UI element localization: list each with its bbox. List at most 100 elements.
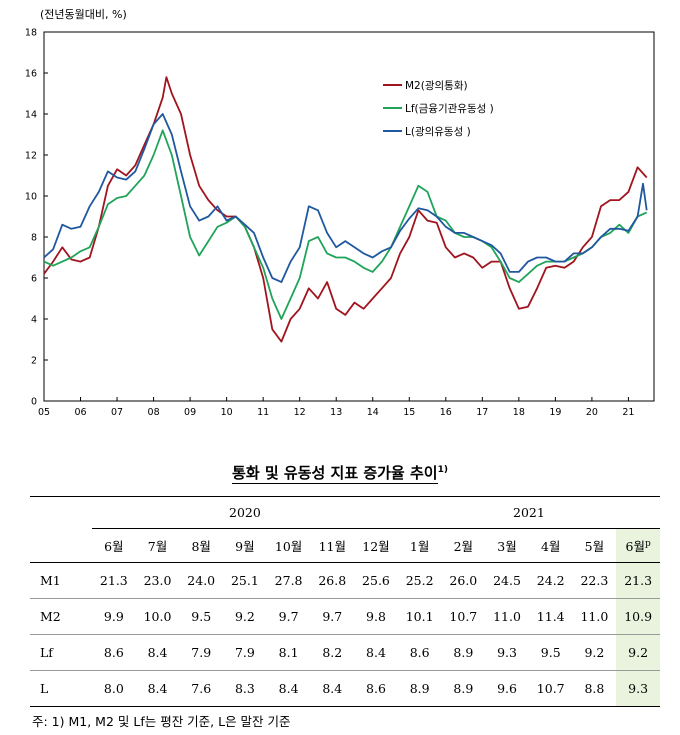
x-tick-label: 17 [476, 407, 488, 418]
footnote: 주: 1) M1, M2 및 Lf는 평잔 기준, L은 말잔 기준 [32, 714, 291, 729]
month-label: 10월 [274, 539, 303, 554]
month-header: 7월 [135, 528, 180, 563]
y-tick-label: 14 [25, 110, 37, 121]
table-cell: 8.4 [266, 670, 311, 707]
x-tick-label: 20 [586, 407, 598, 418]
legend-label-0: M2(광의통화) [405, 80, 468, 92]
x-tick-label: 15 [403, 407, 415, 418]
x-tick-label: 13 [330, 407, 342, 418]
table-cell: 25.2 [397, 562, 442, 599]
month-header: 12월 [354, 528, 398, 563]
x-tick-label: 07 [111, 407, 123, 418]
legend-label-1: Lf(금융기관유동성 ) [405, 103, 494, 115]
table-cell: 21.3 [92, 562, 136, 599]
table-row: M1 21.3 23.0 24.0 25.1 27.8 26.8 25.6 25.2 26.0 24… [30, 562, 660, 599]
month-header: 6월 [92, 528, 136, 563]
table-cell: 8.4 [135, 634, 180, 671]
table-cell: 8.9 [441, 634, 486, 671]
month-header: 9월 [223, 528, 267, 563]
preliminary-mark: p [644, 538, 651, 549]
month-label: 6월 [104, 539, 124, 554]
table-cell: 9.2 [572, 634, 617, 671]
table-cell: 9.3 [616, 670, 660, 707]
table-cell: 9.6 [485, 670, 529, 707]
table-cell: 27.8 [266, 562, 311, 599]
table-cell: 7.9 [179, 634, 224, 671]
x-tick-label: 19 [549, 407, 561, 418]
table-title: 통화 및 유동성 지표 증가율 추이1) [0, 462, 680, 484]
table-cell: 25.6 [354, 562, 398, 599]
legend-label-2: L(광의유동성 ) [405, 126, 471, 138]
table-cell: 10.1 [397, 598, 442, 635]
table-cell: 8.6 [397, 634, 442, 671]
month-label: 1월 [409, 539, 430, 554]
month-header: 8월 [179, 528, 224, 563]
x-tick-label: 11 [257, 407, 269, 418]
table-cell: 25.1 [223, 562, 267, 599]
table-cell: 8.8 [572, 670, 617, 707]
month-label: 4월 [540, 539, 561, 554]
table-cell: 8.1 [266, 634, 311, 671]
month-label: 9월 [235, 539, 255, 554]
table-cell: 10.7 [441, 598, 486, 635]
table-cell: 9.7 [266, 598, 311, 635]
month-label: 12월 [362, 539, 390, 554]
table-cell: 8.4 [310, 670, 355, 707]
table-cell: 9.5 [528, 634, 573, 671]
x-tick-label: 12 [294, 407, 306, 418]
month-label: 2월 [453, 539, 474, 554]
y-tick-label: 0 [31, 397, 37, 408]
y-tick-label: 4 [31, 315, 37, 326]
table-cell: 24.5 [485, 562, 529, 599]
table-cell: 7.6 [179, 670, 224, 707]
table-cell: 26.0 [441, 562, 486, 599]
table-cell: 8.4 [354, 634, 398, 671]
month-header: 4월 [528, 528, 573, 563]
table-cell: 21.3 [616, 562, 660, 599]
table-cell: 24.2 [528, 562, 573, 599]
legend: M2(광의통화) Lf(금융기관유동성 ) L(광의유동성 ) [383, 80, 494, 138]
table-cell: 11.4 [528, 598, 573, 635]
line-chart: (전년동월대비, %) 0 2 4 6 8 10 12 14 16 18 05 06 07 08 09 10… [25, 8, 655, 418]
x-tick-label: 21 [622, 407, 634, 418]
unit-label: (전년동월대비, %) [40, 8, 127, 21]
x-tick-label: 10 [221, 407, 233, 418]
month-header: 1월 [397, 528, 442, 563]
year-2021: 2021 [397, 496, 660, 529]
x-tick-label: 06 [74, 407, 86, 418]
title-footnote-mark: 1) [437, 465, 448, 475]
month-header: 10월 [266, 528, 311, 563]
table-cell: 8.3 [223, 670, 267, 707]
series-line-1 [43, 129, 648, 320]
month-header: 2월 [441, 528, 486, 563]
table-row: L 8.0 8.4 7.6 8.3 8.4 8.4 8.6 8.9 8.9 9.6 10.7 8.8 9.… [30, 670, 660, 707]
table-cell: 26.8 [310, 562, 355, 599]
corner-cell [30, 528, 92, 563]
row-label: M2 [30, 598, 92, 635]
table-cell: 24.0 [179, 562, 224, 599]
y-tick-label: 6 [31, 274, 37, 285]
table-cell: 10.7 [528, 670, 573, 707]
table-cell: 9.7 [310, 598, 355, 635]
table-cell: 8.6 [354, 670, 398, 707]
x-tick-label: 18 [513, 407, 525, 418]
table-cell: 9.8 [354, 598, 398, 635]
y-tick-label: 18 [25, 28, 37, 39]
row-label: Lf [30, 634, 92, 671]
table-cell: 11.0 [572, 598, 617, 635]
month-header: 3월 [485, 528, 529, 563]
table-cell: 8.4 [135, 670, 180, 707]
table-cell: 9.5 [179, 598, 224, 635]
month-header: 6월p [616, 528, 660, 563]
year-header-row: 2020 2021 [30, 496, 660, 529]
y-tick-label: 8 [31, 233, 37, 244]
table-cell: 8.0 [92, 670, 136, 707]
table-cell: 8.2 [310, 634, 355, 671]
table-cell: 22.3 [572, 562, 617, 599]
growth-table: 2020 2021 6월 7월 8월 9월 10월 11월 12월 1월 2월 3월 4월 5월 6월p… [30, 496, 660, 707]
y-tick-label: 12 [25, 151, 37, 162]
row-label: M1 [30, 562, 92, 599]
series-line-0 [43, 76, 648, 343]
table-cell: 7.9 [223, 634, 267, 671]
corner-cell [30, 496, 92, 529]
